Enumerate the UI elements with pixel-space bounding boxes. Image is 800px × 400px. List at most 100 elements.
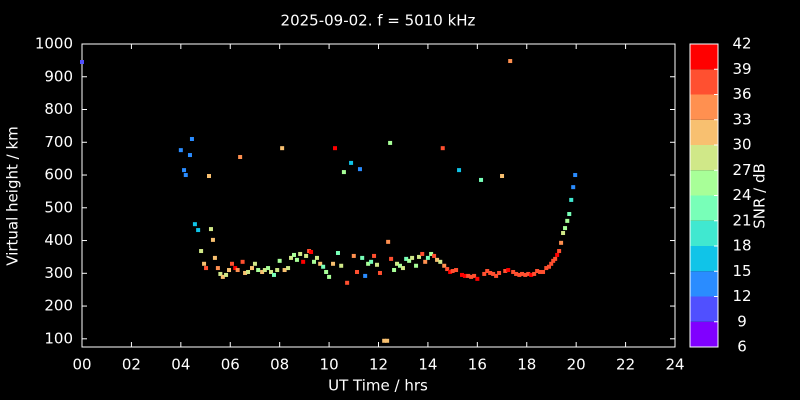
point: [414, 263, 419, 268]
point: [246, 269, 251, 274]
x-tick-label: 06: [221, 356, 240, 374]
colorbar-band: [690, 296, 718, 322]
x-tick-label: 04: [171, 356, 190, 374]
y-tick-label: 900: [44, 67, 73, 85]
point: [233, 266, 238, 271]
colorbar-tick-label: 9: [737, 312, 747, 330]
point: [204, 266, 209, 271]
point: [466, 273, 471, 278]
colorbar-band: [690, 195, 718, 221]
point: [291, 252, 296, 257]
point: [212, 255, 217, 260]
x-tick-label: 10: [320, 356, 339, 374]
colorbar-tick-label: 6: [737, 338, 747, 356]
point: [294, 257, 299, 262]
point: [304, 253, 309, 258]
point: [341, 170, 346, 175]
y-tick-label: 100: [44, 329, 73, 347]
x-tick-label: 00: [72, 356, 91, 374]
colorbar-band: [690, 271, 718, 297]
point: [249, 266, 254, 271]
point: [429, 251, 434, 256]
colorbar-tick-label: 39: [732, 60, 751, 78]
point: [218, 271, 223, 276]
colorbar-band: [690, 246, 718, 272]
colorbar-band: [690, 145, 718, 171]
point: [541, 269, 546, 274]
point: [567, 212, 572, 217]
point: [298, 251, 303, 256]
point: [357, 167, 362, 172]
point: [266, 266, 271, 271]
colorbar-tick-label: 24: [732, 186, 751, 204]
point: [491, 271, 496, 276]
point: [256, 268, 261, 273]
point: [182, 168, 187, 173]
x-tick-label: 02: [122, 356, 141, 374]
y-tick-label: 300: [44, 264, 73, 282]
point: [469, 274, 474, 279]
point: [314, 255, 319, 260]
colorbar-tick-label: 33: [732, 110, 751, 128]
y-tick-label: 500: [44, 198, 73, 216]
point: [282, 268, 287, 273]
point: [192, 222, 197, 227]
point: [235, 268, 240, 273]
point: [571, 185, 576, 190]
point: [243, 270, 248, 275]
point: [395, 261, 400, 266]
point: [240, 259, 245, 264]
point: [224, 272, 229, 277]
point: [435, 257, 440, 262]
colorbar-tick-label: 42: [732, 35, 751, 53]
colorbar-band: [690, 220, 718, 246]
y-tick-label: 800: [44, 100, 73, 118]
colorbar-tick-label: 12: [732, 287, 751, 305]
point: [351, 253, 356, 258]
point: [80, 60, 84, 65]
x-tick-label: 16: [468, 356, 487, 374]
point: [420, 251, 425, 256]
point: [271, 272, 276, 277]
point: [565, 218, 570, 223]
point: [318, 261, 323, 266]
point: [178, 148, 183, 153]
y-tick-label: 1000: [35, 35, 73, 53]
point: [321, 264, 326, 269]
point: [538, 269, 543, 274]
point: [557, 249, 562, 254]
colorbar-band: [690, 94, 718, 120]
x-axis-label: UT Time / hrs: [328, 377, 428, 395]
point: [432, 253, 437, 258]
point: [508, 59, 513, 64]
colorbar-tick-label: 36: [732, 85, 751, 103]
point: [392, 268, 397, 273]
point: [438, 259, 443, 264]
point: [488, 270, 493, 275]
point: [277, 258, 282, 263]
point: [260, 269, 265, 274]
y-tick-label: 700: [44, 133, 73, 151]
point: [549, 261, 554, 266]
point: [366, 261, 371, 266]
colorbar-label: SNR / dB: [751, 163, 769, 229]
point: [369, 259, 374, 264]
point: [479, 177, 484, 182]
point: [207, 174, 212, 179]
point: [445, 267, 450, 272]
point: [229, 261, 234, 266]
y-tick-label: 600: [44, 166, 73, 184]
point: [517, 272, 522, 277]
point: [382, 338, 387, 343]
point: [532, 271, 537, 276]
x-tick-label: 18: [517, 356, 536, 374]
point: [514, 271, 519, 276]
point: [289, 255, 294, 260]
point: [375, 262, 380, 267]
point: [497, 270, 502, 275]
point: [563, 226, 568, 231]
colorbar-tick-label: 30: [732, 136, 751, 154]
colorbar-band: [690, 69, 718, 95]
y-tick-label: 400: [44, 231, 73, 249]
